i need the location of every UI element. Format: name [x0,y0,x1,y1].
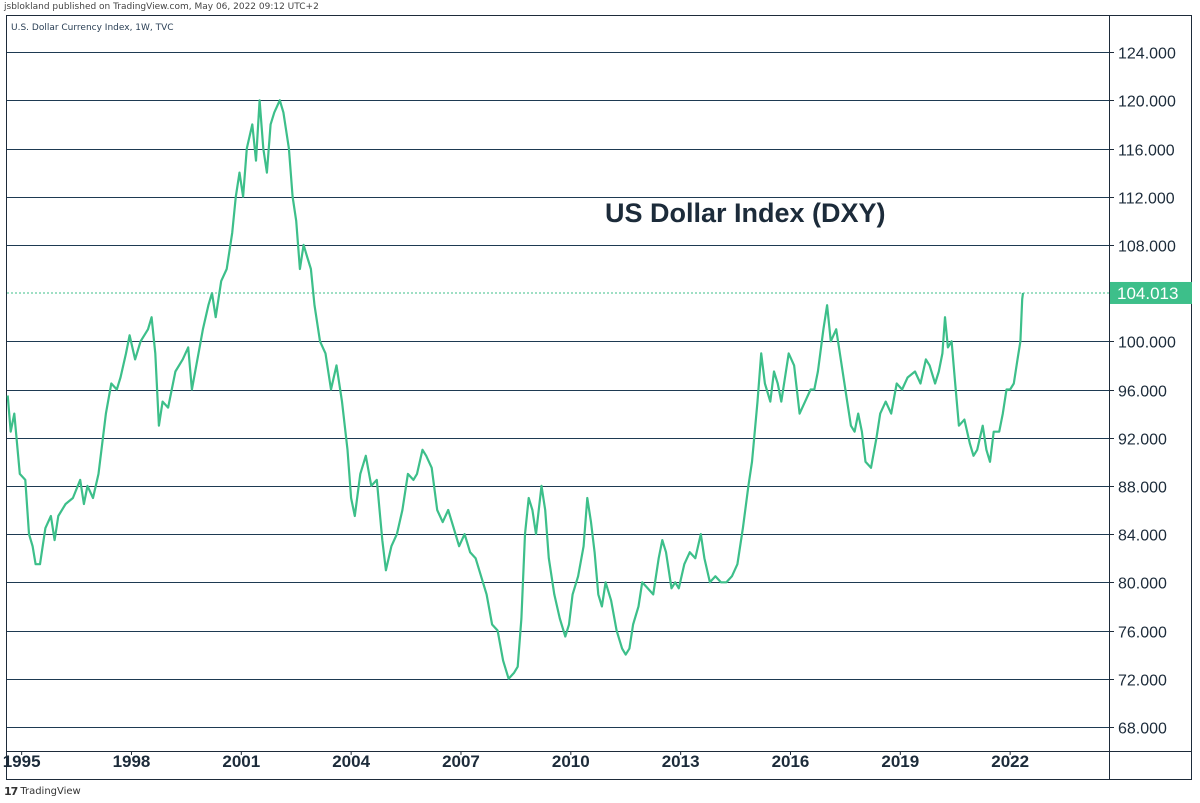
x-axis: 1995 1998 2001 2004 2007 2010 2013 2016 2019 2022 [3,751,1029,771]
y-tick-label: 116.000 [1118,143,1175,160]
x-tick-label: 2007 [442,752,480,771]
x-tick-label: 1998 [113,752,151,771]
chart-title: US Dollar Index (DXY) [605,198,886,228]
y-tick-label: 96.000 [1118,384,1167,401]
y-tick-label: 120.000 [1118,94,1176,111]
grid-lines [7,16,1191,779]
x-tick-label: 2004 [332,752,370,771]
y-tick-label: 68.000 [1118,721,1167,738]
y-axis: 68.000 72.000 76.000 80.000 84.000 88.000 92.0… [1109,46,1176,738]
x-tick-label: 2019 [881,752,919,771]
x-tick-label: 2013 [662,752,700,771]
y-tick-label: 88.000 [1118,480,1167,497]
symbol-description: U.S. Dollar Currency Index, 1W, TVC [11,23,174,33]
last-price-tag: 104.013 [1110,281,1192,304]
x-tick-label: 2022 [991,752,1029,771]
y-tick-label: 84.000 [1118,528,1167,545]
x-tick-label: 1995 [3,752,41,771]
x-tick-label: 2001 [222,752,260,771]
y-tick-label: 76.000 [1118,625,1167,642]
x-tick-label: 2010 [552,752,590,771]
y-tick-label: 72.000 [1118,673,1167,690]
tradingview-brand: TradingView [20,786,81,797]
y-tick-label: 124.000 [1118,46,1176,63]
tradingview-logo[interactable]: 17 TradingView [4,785,81,798]
y-tick-label: 80.000 [1118,576,1167,593]
publisher-line: jsblokland published on TradingView.com,… [4,2,319,12]
tradingview-icon: 17 [4,785,18,798]
y-tick-label: 92.000 [1118,432,1167,449]
dxy-price-line[interactable] [6,99,1025,680]
x-tick-label: 2016 [772,752,810,771]
y-tick-label: 108.000 [1118,239,1176,256]
last-price-value: 104.013 [1117,284,1178,303]
y-tick-label: 100.000 [1118,335,1176,352]
chart-frame [6,15,1192,780]
y-tick-label: 112.000 [1118,191,1175,208]
